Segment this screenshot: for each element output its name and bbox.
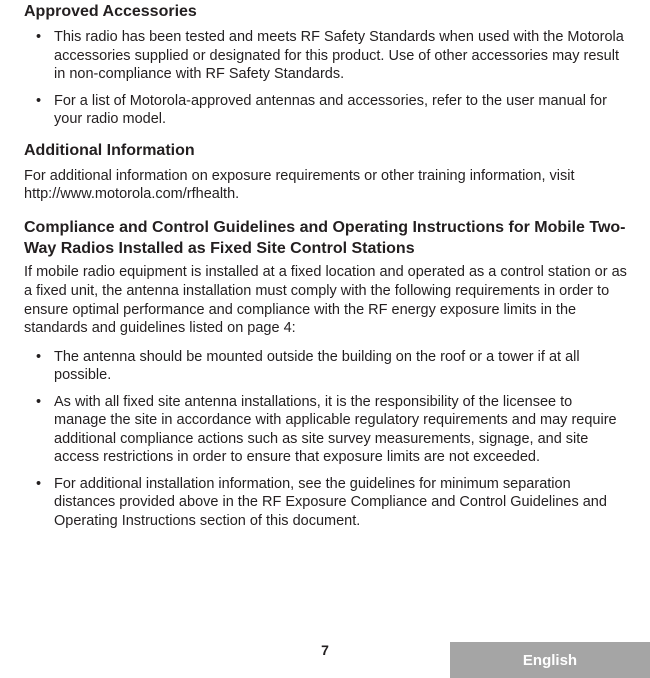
body-additional-information: For additional information on exposure r… — [24, 167, 628, 204]
list-item: For additional installation information,… — [42, 475, 628, 531]
list-compliance-guidelines: The antenna should be mounted outside th… — [24, 348, 628, 531]
list-item: The antenna should be mounted outside th… — [42, 348, 628, 385]
list-approved-accessories: This radio has been tested and meets RF … — [24, 28, 628, 129]
heading-compliance-guidelines: Compliance and Control Guidelines and Op… — [24, 218, 628, 260]
list-item: As with all fixed site antenna installat… — [42, 393, 628, 467]
heading-approved-accessories: Approved Accessories — [24, 0, 628, 22]
body-compliance-intro: If mobile radio equipment is installed a… — [24, 263, 628, 337]
list-item: For a list of Motorola-approved antennas… — [42, 92, 628, 129]
list-item: This radio has been tested and meets RF … — [42, 28, 628, 84]
document-page: Approved Accessories This radio has been… — [0, 0, 650, 678]
language-tab: English — [450, 642, 650, 678]
heading-additional-information: Additional Information — [24, 139, 628, 161]
page-footer: 7 English — [0, 638, 650, 678]
